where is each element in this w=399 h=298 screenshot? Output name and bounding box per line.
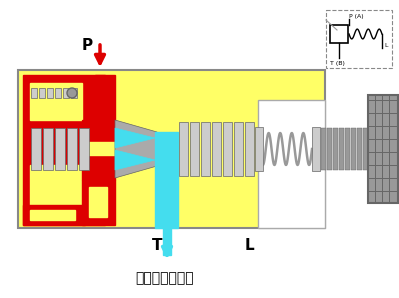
Bar <box>258 100 325 228</box>
Bar <box>201 122 210 176</box>
Text: L: L <box>245 238 255 253</box>
Bar <box>63 88 69 98</box>
Text: L: L <box>384 43 387 48</box>
Bar <box>82 120 115 142</box>
Bar <box>333 128 338 170</box>
Bar <box>18 70 325 228</box>
Circle shape <box>67 88 77 98</box>
Bar <box>345 128 350 170</box>
Polygon shape <box>115 120 157 178</box>
Bar <box>82 180 115 225</box>
Text: P: P <box>82 38 93 53</box>
Text: T (B): T (B) <box>330 61 345 66</box>
Bar <box>47 88 53 98</box>
Bar <box>79 128 89 170</box>
Bar <box>179 122 188 176</box>
Bar <box>39 88 45 98</box>
Bar <box>23 75 105 225</box>
Bar <box>31 128 41 170</box>
Bar <box>155 132 178 228</box>
Bar <box>357 128 362 170</box>
Bar <box>190 122 199 176</box>
Bar <box>312 127 320 171</box>
Bar <box>43 128 53 170</box>
Bar <box>67 128 77 170</box>
Bar <box>55 88 61 98</box>
Bar <box>55 128 65 170</box>
Bar <box>82 155 115 180</box>
Bar <box>23 205 85 225</box>
Bar <box>255 127 263 171</box>
Bar <box>163 228 171 255</box>
Bar <box>327 128 332 170</box>
Bar <box>363 128 368 170</box>
Bar <box>95 75 115 165</box>
Bar <box>212 122 221 176</box>
Bar <box>368 95 398 203</box>
Bar <box>234 122 243 176</box>
Bar <box>351 128 356 170</box>
Text: T: T <box>152 238 162 253</box>
Bar <box>339 128 344 170</box>
Bar <box>245 122 254 176</box>
Bar <box>30 83 82 120</box>
Bar <box>71 88 77 98</box>
Polygon shape <box>115 150 155 170</box>
Text: P (A): P (A) <box>349 14 363 19</box>
Polygon shape <box>115 128 155 148</box>
Bar <box>30 210 75 220</box>
Bar <box>321 128 326 170</box>
Bar <box>30 165 82 218</box>
Bar <box>82 142 115 155</box>
Text: 溢流阀，带缓冲: 溢流阀，带缓冲 <box>136 271 194 285</box>
Bar <box>89 187 107 217</box>
Bar <box>31 88 37 98</box>
Bar <box>326 10 392 68</box>
Bar <box>223 122 232 176</box>
Bar <box>330 25 348 43</box>
